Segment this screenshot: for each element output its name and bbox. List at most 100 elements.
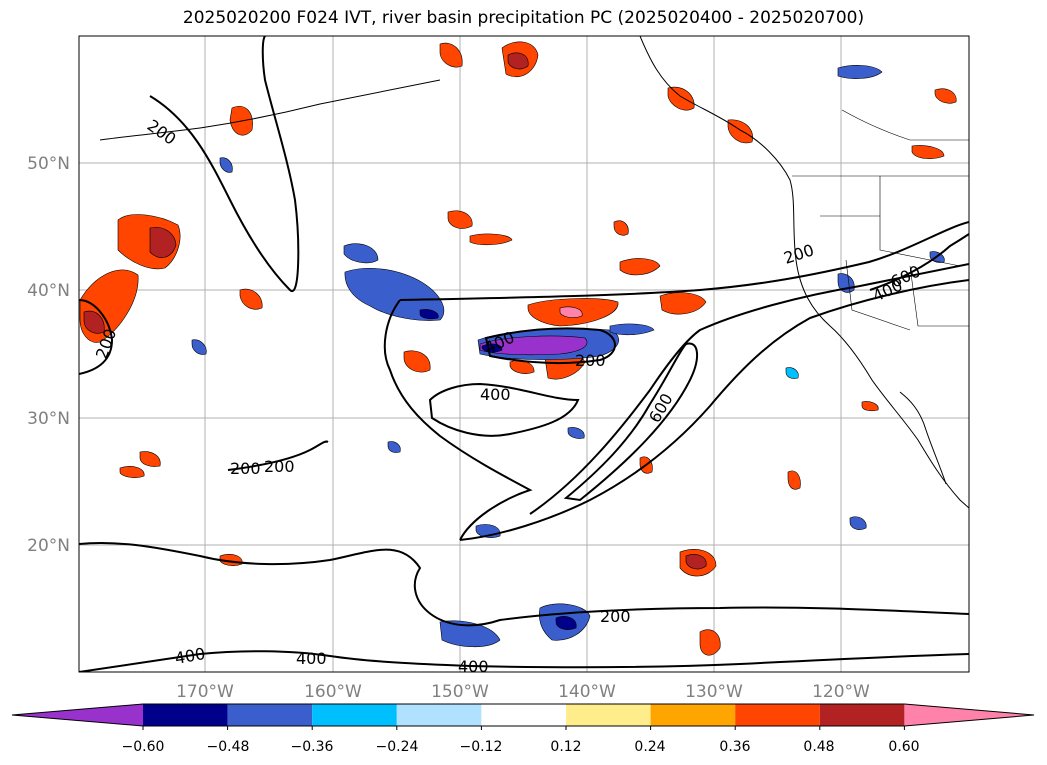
colorbar-tick-label: −0.24 (376, 739, 419, 755)
precip-blob (559, 306, 583, 318)
contour-label: 200 (264, 457, 295, 476)
precip-blob (139, 451, 161, 467)
contour-label: 400 (480, 385, 511, 404)
colorbar-segment (227, 704, 313, 726)
colorbar-tick-label: 0.48 (803, 739, 834, 755)
map-title: 2025020200 F024 IVT, river basin precipi… (182, 8, 865, 28)
contour-label: 200 (575, 351, 606, 370)
colorbar-tick-labels: −0.60 −0.48 −0.36 −0.24 −0.12 0.12 0.24 … (122, 739, 920, 755)
colorbar-segment (143, 704, 228, 726)
colorbar-segment (735, 704, 820, 726)
precip-blob (479, 335, 588, 356)
colorbar-segment (396, 704, 482, 726)
precip-blob (419, 309, 439, 320)
precip-blob (83, 310, 105, 334)
lat-label: 40°N (27, 281, 70, 301)
precip-blob (403, 350, 431, 373)
ivt-contour-200 (227, 440, 329, 471)
lat-label: 30°N (27, 409, 70, 429)
colorbar-tick-label: 0.12 (550, 739, 581, 755)
colorbar-segment (12, 704, 143, 726)
colorbar-segment (566, 704, 651, 726)
colorbar-tick-label: 0.24 (634, 739, 665, 755)
precip-blob (613, 220, 629, 236)
state-border (909, 265, 969, 327)
ivt-contour-400 (79, 650, 969, 672)
coastlines (99, 36, 969, 509)
colorbar-segment (819, 704, 905, 726)
contour-label: 200 (600, 607, 631, 626)
contour-label: 400 (458, 657, 489, 676)
precip-blob (439, 42, 463, 68)
precip-negative-areas (191, 65, 945, 648)
map-frame (78, 35, 970, 673)
colorbar-tick-label: 0.60 (888, 739, 919, 755)
precip-blob (567, 427, 585, 439)
baja-coastline (899, 391, 947, 485)
lon-label: 140°W (558, 682, 616, 702)
precip-blob (447, 210, 473, 229)
precip-blob (667, 86, 695, 111)
precip-blob (659, 292, 707, 315)
ivt-contour-200 (79, 299, 114, 375)
precip-blob (787, 470, 801, 490)
precip-blob (149, 227, 177, 258)
political-borders (792, 109, 969, 331)
longitude-labels: 170°W 160°W 150°W 140°W 130°W 120°W (176, 682, 870, 702)
precip-blob (685, 554, 707, 570)
precip-blob (439, 620, 501, 648)
ivt-contour-200 (459, 279, 969, 541)
precip-blob (934, 88, 957, 104)
ivt-contour-200 (399, 221, 969, 301)
aleutian-coastline (99, 79, 441, 141)
precip-blob (555, 616, 577, 630)
precip-blob (699, 629, 721, 656)
state-border (845, 259, 911, 331)
state-border (879, 176, 961, 267)
ivt-contour-200 (383, 299, 533, 541)
lon-label: 120°W (812, 682, 870, 702)
precip-blob (837, 65, 883, 79)
precip-blob (343, 243, 379, 264)
colorbar-segment (904, 704, 1034, 726)
precip-blob (469, 233, 513, 246)
colorbar-tick-label: −0.48 (207, 739, 250, 755)
ivt-contour-600 (563, 342, 698, 502)
precip-blob (239, 288, 263, 310)
precip-blob (507, 52, 529, 70)
precip-blob (849, 516, 867, 530)
colorbar-tick-label: −0.36 (291, 739, 334, 755)
lat-label: 20°N (27, 536, 70, 556)
canada-province-border (841, 109, 969, 141)
precip-blob (219, 157, 233, 173)
ivt-contour-400 (428, 382, 580, 437)
ivt-contour-600 (869, 233, 969, 291)
colorbar-tick-label: 0.36 (719, 739, 750, 755)
lon-label: 170°W (176, 682, 234, 702)
precip-blob (191, 339, 207, 355)
precip-blob (861, 401, 879, 412)
ivt-contour-400 (484, 327, 616, 364)
contour-label: 400 (296, 649, 327, 668)
ivt-contours (79, 36, 969, 672)
lon-label: 130°W (685, 682, 743, 702)
lat-label: 50°N (27, 154, 70, 174)
lon-label: 150°W (431, 682, 489, 702)
latitude-labels: 50°N 40°N 30°N 20°N (27, 154, 70, 556)
colorbar-segment (481, 704, 566, 726)
contour-label: 200 (230, 459, 261, 478)
ivt-contour-200 (149, 36, 300, 293)
north-america-coastline (639, 36, 969, 509)
precip-blob (911, 145, 945, 159)
ivt-contour-400 (529, 263, 969, 515)
precip-positive-areas (79, 41, 957, 656)
colorbar (11, 703, 1035, 730)
precip-blob (344, 267, 445, 321)
ivt-contour-200 (79, 541, 969, 627)
precip-blob (619, 258, 661, 276)
lon-label: 160°W (304, 682, 362, 702)
precip-blob (387, 441, 401, 453)
colorbar-tick-label: −0.12 (460, 739, 503, 755)
precip-blob (785, 367, 799, 379)
